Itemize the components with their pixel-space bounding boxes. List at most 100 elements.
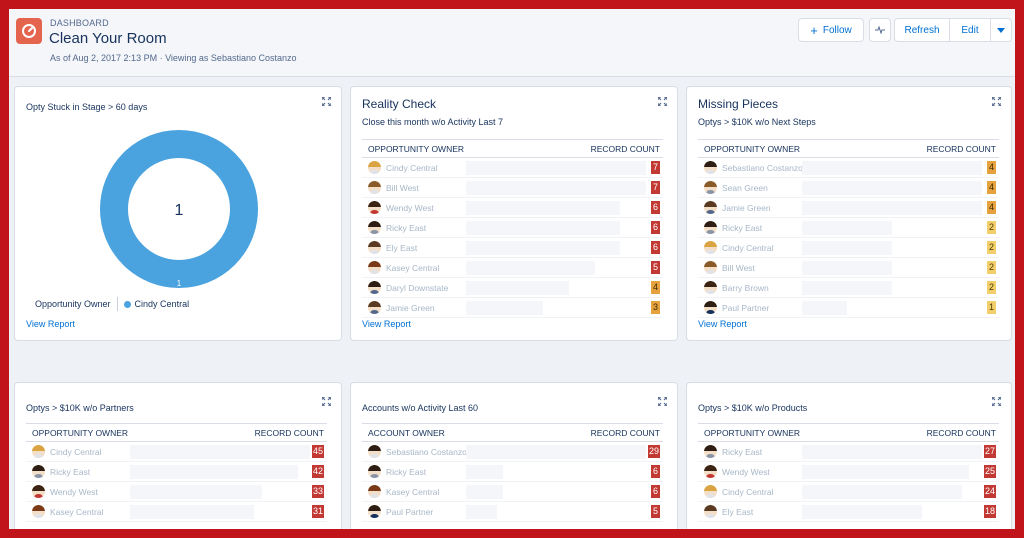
record-count: 4 — [987, 201, 996, 214]
owner-name: Bill West — [722, 263, 755, 273]
owner-name: Ricky East — [722, 447, 763, 457]
record-count: 7 — [651, 161, 660, 174]
header-subtitle: As of Aug 2, 2017 2:13 PM · Viewing as S… — [50, 53, 297, 63]
row-bar — [802, 161, 982, 175]
view-report-link[interactable]: View Report — [26, 319, 75, 329]
refresh-button[interactable]: Refresh — [894, 18, 950, 42]
row-bar — [466, 281, 569, 295]
more-actions-button[interactable] — [990, 18, 1012, 42]
avatar-hair — [368, 161, 381, 167]
follow-button[interactable]: + Follow — [798, 18, 864, 42]
row-bar — [466, 465, 503, 479]
avatar-shirt — [706, 170, 715, 174]
table-row[interactable]: Paul Partner 5 — [362, 502, 663, 522]
avatar — [32, 465, 45, 478]
table-row[interactable]: Cindy Central 45 — [26, 442, 327, 462]
table-row[interactable]: Sebastiano Costanzo 4 — [698, 158, 999, 178]
edit-button[interactable]: Edit — [949, 18, 991, 42]
avatar-hair — [704, 485, 717, 491]
avatar-hair — [368, 201, 381, 207]
owner-name: Sebastiano Costanzo — [386, 447, 467, 457]
row-bar — [802, 281, 892, 295]
table-row[interactable]: Kasey Central 5 — [362, 258, 663, 278]
expand-icon[interactable] — [658, 397, 667, 406]
expand-icon[interactable] — [992, 397, 1001, 406]
donut-chart: 1 1 — [100, 130, 258, 288]
col-count-header: RECORD COUNT — [590, 143, 660, 154]
table-row[interactable]: Sebastiano Costanzo 29 — [362, 442, 663, 462]
donut-slice-label: 1 — [177, 279, 182, 288]
table-row[interactable]: Ricky East 2 — [698, 218, 999, 238]
row-bar — [802, 301, 847, 315]
widget-accounts-without-activity: Accounts w/o Activity Last 60 ACCOUNT OW… — [350, 382, 678, 529]
owner-name: Wendy West — [50, 487, 98, 497]
table-row[interactable]: Bill West 2 — [698, 258, 999, 278]
record-count: 31 — [311, 505, 324, 518]
subscribe-button[interactable] — [869, 18, 891, 42]
row-bar — [802, 181, 982, 195]
avatar-hair — [368, 181, 381, 187]
avatar — [368, 281, 381, 294]
expand-icon[interactable] — [322, 97, 331, 106]
table-row[interactable]: Wendy West 33 — [26, 482, 327, 502]
row-bar — [802, 485, 962, 499]
record-count: 18 — [983, 505, 996, 518]
avatar-hair — [368, 241, 381, 247]
avatar — [704, 301, 717, 314]
table-row[interactable]: Daryl Downstate 4 — [362, 278, 663, 298]
col-count-header: RECORD COUNT — [590, 427, 660, 438]
view-report-link[interactable]: View Report — [362, 319, 411, 329]
table-row[interactable]: Sean Green 4 — [698, 178, 999, 198]
table-row[interactable]: Kasey Central 6 — [362, 482, 663, 502]
legend-swatch — [123, 300, 131, 308]
avatar-shirt — [706, 310, 715, 314]
row-bar — [802, 241, 892, 255]
table-row[interactable]: Barry Brown 2 — [698, 278, 999, 298]
avatar-shirt — [706, 454, 715, 458]
table-row[interactable]: Ricky East 6 — [362, 218, 663, 238]
expand-icon[interactable] — [322, 397, 331, 406]
widget-heading: Reality Check — [362, 97, 437, 111]
widget-title: Optys > $10K w/o Partners — [26, 403, 134, 413]
col-owner-header: OPPORTUNITY OWNER — [704, 427, 801, 438]
table-row[interactable]: Jamie Green 4 — [698, 198, 999, 218]
avatar — [704, 505, 717, 518]
table-row[interactable]: Bill West 7 — [362, 178, 663, 198]
avatar-shirt — [34, 494, 43, 498]
table-row[interactable]: Ricky East 27 — [698, 442, 999, 462]
expand-icon[interactable] — [658, 97, 667, 106]
avatar — [368, 241, 381, 254]
avatar — [368, 301, 381, 314]
row-bar — [802, 465, 969, 479]
table-row[interactable]: Ely East 18 — [698, 502, 999, 522]
expand-icon[interactable] — [992, 97, 1001, 106]
table-row[interactable]: Cindy Central 24 — [698, 482, 999, 502]
table-row[interactable]: Kasey Central 31 — [26, 502, 327, 522]
avatar-shirt — [706, 494, 715, 498]
pulse-icon — [875, 26, 885, 34]
avatar-shirt — [706, 474, 715, 478]
table-row[interactable]: Jamie Green 3 — [362, 298, 663, 318]
widget-optys-without-partners: Optys > $10K w/o Partners OPPORTUNITY OW… — [14, 382, 342, 529]
col-count-header: RECORD COUNT — [926, 427, 996, 438]
avatar — [704, 445, 717, 458]
table-row[interactable]: Paul Partner 1 — [698, 298, 999, 318]
avatar-shirt — [34, 474, 43, 478]
avatar-hair — [368, 445, 381, 451]
row-bar — [466, 485, 503, 499]
owner-name: Cindy Central — [722, 487, 774, 497]
record-count: 5 — [651, 261, 660, 274]
table-row[interactable]: Cindy Central 2 — [698, 238, 999, 258]
record-count: 5 — [651, 505, 660, 518]
table-row[interactable]: Cindy Central 7 — [362, 158, 663, 178]
table-row[interactable]: Wendy West 25 — [698, 462, 999, 482]
table-row[interactable]: Ricky East 42 — [26, 462, 327, 482]
row-bar — [466, 181, 646, 195]
table-row[interactable]: Ely East 6 — [362, 238, 663, 258]
view-report-link[interactable]: View Report — [698, 319, 747, 329]
table-row[interactable]: Ricky East 6 — [362, 462, 663, 482]
row-bar — [130, 485, 262, 499]
table-row[interactable]: Wendy West 6 — [362, 198, 663, 218]
avatar-hair — [704, 505, 717, 511]
avatar — [704, 465, 717, 478]
